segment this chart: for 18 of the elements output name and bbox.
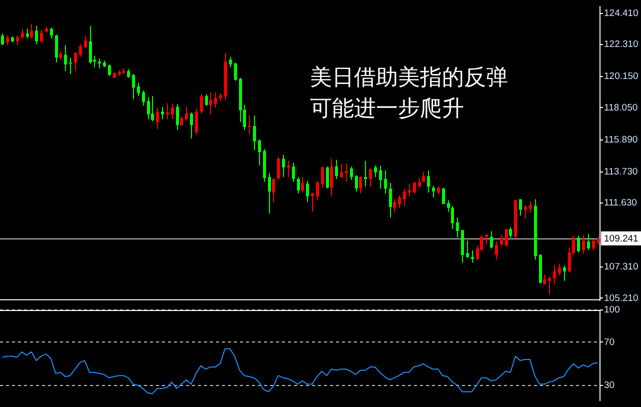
y-tick-label: 105.210: [604, 292, 638, 304]
y-tick-label: 70: [604, 336, 615, 348]
y-tick-label: 115.890: [604, 134, 638, 146]
y-tick-label: 118.050: [604, 102, 638, 114]
annotation: 美日借助美指的反弹: [310, 66, 508, 91]
y-tick-label: 124.410: [604, 8, 638, 19]
ref-line-label: 109.241: [604, 234, 638, 245]
y-tick-label: 100: [604, 304, 620, 316]
y-tick-label: 122.310: [604, 39, 638, 50]
candlestick: [364, 160, 367, 187]
y-tick-label: 30: [604, 380, 615, 391]
y-tick-label: 107.310: [604, 262, 638, 273]
y-tick-label: 120.150: [604, 71, 638, 82]
y-tick-label: 113.730: [604, 166, 638, 178]
candlestick: [248, 115, 251, 135]
y-tick-label: 111.630: [604, 198, 637, 209]
candlestick: [69, 58, 72, 74]
annotation: 可能进一步爬升: [310, 96, 464, 122]
